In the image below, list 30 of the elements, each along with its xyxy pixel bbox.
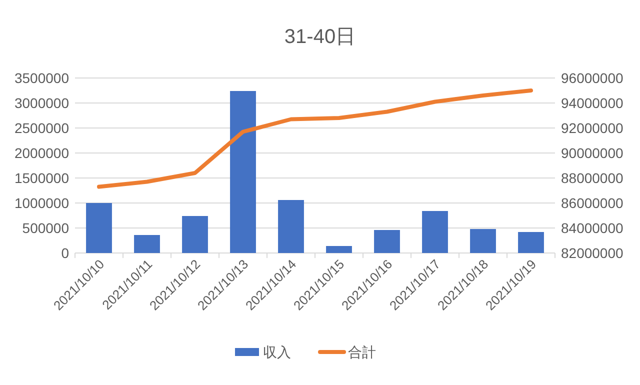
y2-tick-label: 84000000 <box>561 220 624 236</box>
bar <box>326 246 352 253</box>
bar <box>470 229 496 253</box>
bar <box>182 216 208 253</box>
bar <box>86 203 112 253</box>
y-tick-label: 2500000 <box>14 120 70 136</box>
y2-tick-label: 96000000 <box>561 70 624 86</box>
bar <box>230 91 256 253</box>
chart-title: 31-40日 <box>284 26 356 48</box>
y-tick-label: 2000000 <box>14 145 70 161</box>
legend-label: 収入 <box>263 344 291 360</box>
bar <box>518 232 544 253</box>
bar <box>278 200 304 253</box>
bar <box>374 230 400 253</box>
y2-tick-label: 90000000 <box>561 145 624 161</box>
y-tick-label: 3000000 <box>14 95 70 111</box>
y-tick-label: 1000000 <box>14 195 70 211</box>
bar <box>134 235 160 253</box>
y2-tick-label: 92000000 <box>561 120 624 136</box>
y2-tick-label: 82000000 <box>561 245 624 261</box>
y-tick-label: 500000 <box>22 220 70 236</box>
y-tick-label: 1500000 <box>14 170 70 186</box>
y2-tick-label: 88000000 <box>561 170 624 186</box>
line-series <box>97 88 533 189</box>
y2-tick-label: 86000000 <box>561 195 624 211</box>
y2-tick-label: 94000000 <box>561 95 624 111</box>
legend-label: 合計 <box>348 344 376 360</box>
y-tick-label: 0 <box>61 245 70 261</box>
bar <box>422 211 448 253</box>
y-tick-label: 3500000 <box>14 70 70 86</box>
